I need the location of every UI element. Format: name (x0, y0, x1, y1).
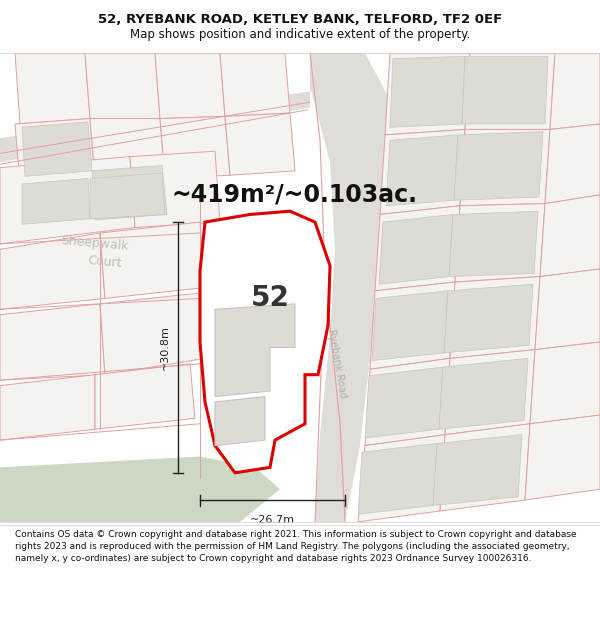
Polygon shape (215, 396, 265, 446)
Text: ~26.7m: ~26.7m (250, 516, 295, 526)
Polygon shape (0, 157, 135, 244)
Polygon shape (358, 443, 437, 514)
Polygon shape (160, 116, 230, 179)
Polygon shape (310, 53, 380, 97)
Polygon shape (390, 56, 465, 128)
Polygon shape (365, 358, 450, 446)
Polygon shape (85, 53, 160, 119)
Polygon shape (0, 375, 95, 440)
Polygon shape (462, 56, 548, 124)
Polygon shape (0, 233, 105, 309)
Polygon shape (385, 53, 470, 135)
Text: Court: Court (88, 254, 122, 271)
Polygon shape (15, 119, 95, 184)
Polygon shape (0, 456, 280, 522)
Polygon shape (440, 424, 530, 511)
Text: Map shows position and indicative extent of the property.: Map shows position and indicative extent… (130, 28, 470, 41)
Polygon shape (225, 113, 295, 175)
Polygon shape (90, 173, 165, 219)
Polygon shape (433, 434, 522, 506)
Polygon shape (530, 342, 600, 424)
Polygon shape (0, 91, 310, 162)
Polygon shape (445, 349, 535, 434)
Polygon shape (0, 304, 105, 380)
Polygon shape (379, 214, 453, 284)
Polygon shape (386, 135, 458, 206)
Text: Sheepwalk: Sheepwalk (61, 234, 130, 253)
Polygon shape (375, 206, 460, 291)
Polygon shape (550, 53, 600, 129)
Polygon shape (358, 434, 445, 522)
Polygon shape (545, 124, 600, 204)
Polygon shape (95, 364, 195, 429)
Polygon shape (460, 129, 550, 206)
Polygon shape (100, 293, 205, 375)
Polygon shape (200, 211, 330, 473)
Polygon shape (22, 179, 90, 224)
Polygon shape (455, 204, 545, 282)
Polygon shape (525, 415, 600, 500)
Polygon shape (370, 282, 455, 369)
Polygon shape (372, 291, 448, 361)
Polygon shape (444, 284, 533, 353)
Polygon shape (380, 129, 465, 214)
Text: Contains OS data © Crown copyright and database right 2021. This information is : Contains OS data © Crown copyright and d… (15, 530, 577, 562)
Polygon shape (310, 53, 400, 522)
Polygon shape (100, 222, 205, 298)
Polygon shape (449, 211, 538, 277)
Polygon shape (90, 119, 165, 179)
Polygon shape (450, 277, 540, 358)
Polygon shape (540, 195, 600, 277)
Polygon shape (365, 367, 443, 438)
Text: ~30.8m: ~30.8m (160, 325, 170, 370)
Polygon shape (22, 122, 92, 176)
Polygon shape (155, 53, 225, 119)
Text: ~419m²/~0.103ac.: ~419m²/~0.103ac. (172, 183, 418, 207)
Text: 52, RYEBANK ROAD, KETLEY BANK, TELFORD, TF2 0EF: 52, RYEBANK ROAD, KETLEY BANK, TELFORD, … (98, 13, 502, 26)
Polygon shape (215, 304, 295, 396)
Polygon shape (439, 358, 528, 429)
Polygon shape (130, 151, 220, 228)
Polygon shape (535, 269, 600, 349)
Polygon shape (220, 53, 290, 116)
Polygon shape (454, 132, 543, 200)
Text: 52: 52 (251, 284, 289, 312)
Polygon shape (465, 53, 555, 129)
Text: Ryebank Road: Ryebank Road (326, 329, 348, 399)
Polygon shape (92, 166, 167, 220)
Polygon shape (15, 53, 90, 124)
